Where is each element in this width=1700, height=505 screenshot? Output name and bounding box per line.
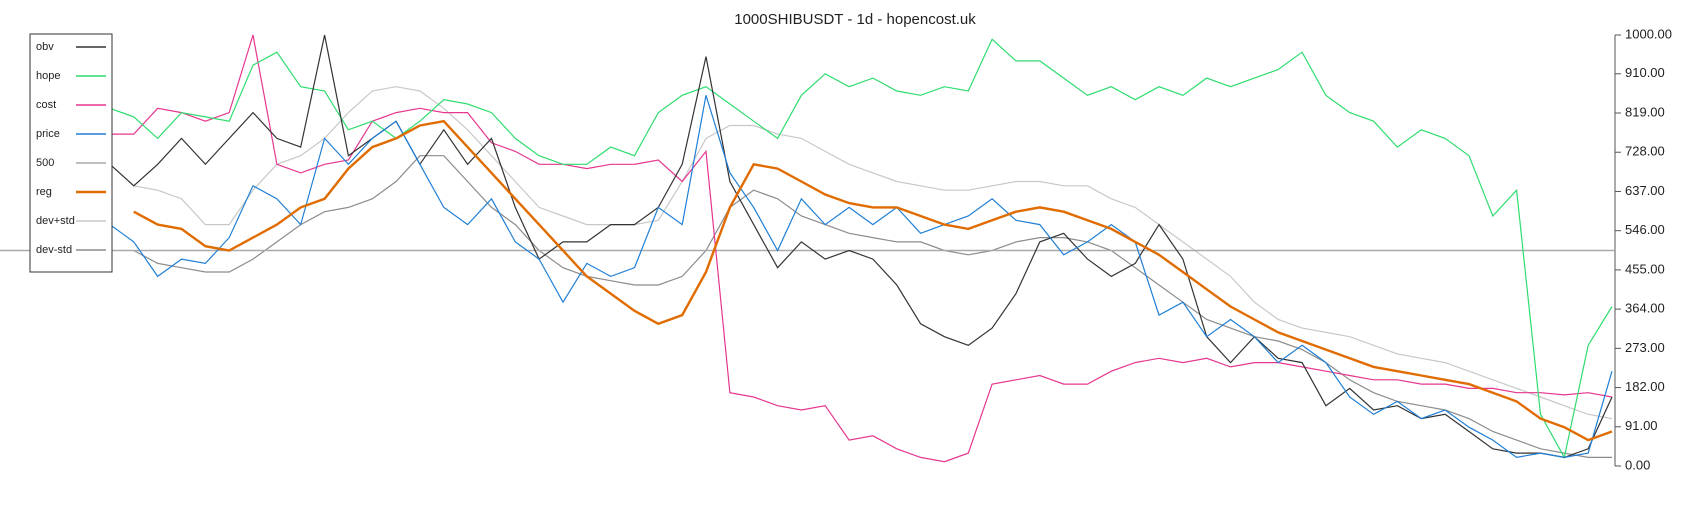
- y-tick-label: 273.00: [1625, 340, 1665, 355]
- series-line: [133, 119, 1613, 442]
- y-tick-label: 182.00: [1625, 379, 1665, 394]
- y-tick-label: 728.00: [1625, 144, 1665, 159]
- y-tick-label: 0.00: [1625, 457, 1650, 472]
- legend-box: [29, 33, 113, 273]
- y-tick-label: 910.00: [1625, 65, 1665, 80]
- series-line: [109, 34, 1613, 459]
- y-tick-label: 455.00: [1625, 261, 1665, 276]
- series-line: [110, 34, 1613, 463]
- y-tick-label: 637.00: [1625, 183, 1665, 198]
- series-line: [133, 155, 1612, 458]
- series-line: [133, 86, 1613, 420]
- y-tick-label: 364.00: [1625, 301, 1665, 316]
- series-line: [109, 38, 1613, 460]
- legend-label: 500: [36, 157, 54, 169]
- legend-label: reg: [36, 186, 52, 198]
- legend-label: dev-std: [36, 244, 72, 256]
- legend-label: cost: [36, 99, 56, 111]
- legend-label: dev+std: [36, 215, 75, 227]
- y-tick-label: 819.00: [1625, 104, 1665, 119]
- chart-title: 1000SHIBUSDT - 1d - hopencost.uk: [734, 11, 976, 28]
- legend-label: hope: [36, 70, 60, 82]
- series-line: [109, 95, 1613, 459]
- y-tick-label: 546.00: [1625, 222, 1665, 237]
- legend-label: obv: [36, 41, 54, 53]
- legend-label: price: [36, 128, 60, 140]
- y-tick-label: 91.00: [1625, 418, 1658, 433]
- y-tick-label: 1000.00: [1625, 26, 1672, 41]
